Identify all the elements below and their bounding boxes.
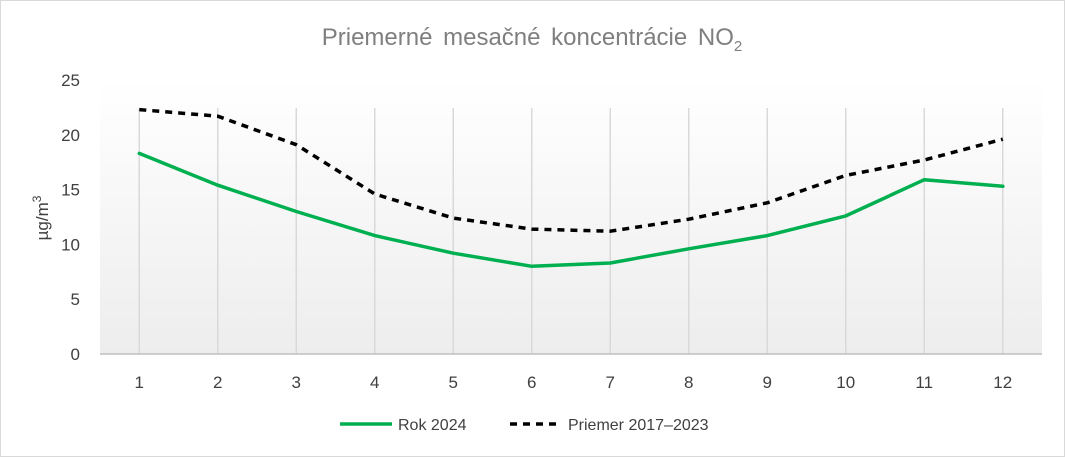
- y-axis-label: µg/m3: [30, 195, 52, 240]
- x-tick-label: 2: [213, 373, 222, 392]
- x-tick-label: 10: [836, 373, 855, 392]
- x-tick-label: 6: [527, 373, 536, 392]
- series-line-2: [139, 107, 1004, 233]
- x-tick-label: 9: [763, 373, 772, 392]
- chart-title-subscript: 2: [734, 38, 742, 55]
- y-tick-label: 0: [71, 345, 80, 364]
- chart-title-text: Priemerné mesačné koncentrácie NO: [322, 24, 734, 51]
- x-tick-label: 1: [135, 373, 144, 392]
- y-tick-label: 20: [61, 126, 80, 145]
- y-tick-label: 15: [61, 181, 80, 200]
- x-tick-label: 7: [606, 373, 615, 392]
- x-tick-label: 5: [449, 373, 458, 392]
- x-tick-label: 3: [292, 373, 301, 392]
- x-tick-label: 8: [684, 373, 693, 392]
- plot-area: [100, 80, 1042, 354]
- chart-title: Priemerné mesačné koncentrácie NO2: [322, 24, 743, 55]
- y-axis-label-superscript: 3: [30, 195, 44, 202]
- series-lines: [137, 107, 1005, 269]
- x-tick-label: 4: [370, 373, 379, 392]
- x-tick-label: 11: [915, 373, 933, 392]
- gridlines: [138, 108, 1004, 354]
- series-line-1: [137, 151, 1005, 269]
- y-tick-label: 5: [71, 290, 80, 309]
- y-tick-label: 10: [61, 235, 80, 254]
- legend-label-2: Priemer 2017–2023: [568, 417, 709, 434]
- x-tick-label: 12: [993, 373, 1012, 392]
- legend: Rok 2024 Priemer 2017–2023: [340, 417, 709, 434]
- legend-label-1: Rok 2024: [398, 417, 467, 434]
- y-tick-label: 25: [61, 71, 80, 90]
- y-axis-label-text: µg/m: [33, 202, 52, 240]
- y-axis-ticks: 0 5 10 15 20 25: [61, 71, 80, 364]
- x-axis-ticks: 1 2 3 4 5 6 7 8 9 10 11 12: [135, 373, 1013, 392]
